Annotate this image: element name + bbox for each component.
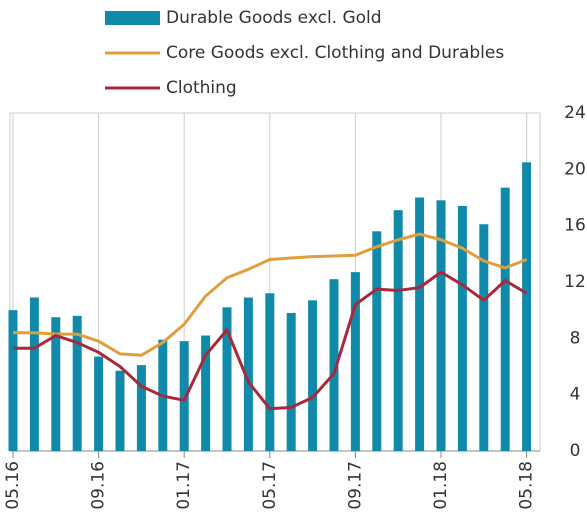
y-tick-label: 12 xyxy=(564,272,586,292)
y-tick-label: 0 xyxy=(570,441,581,461)
x-tick-label: 09.16 xyxy=(89,461,109,510)
bar xyxy=(222,307,232,451)
bar xyxy=(457,205,467,451)
bar xyxy=(29,297,39,451)
legend-swatch xyxy=(105,11,160,25)
bar xyxy=(372,231,382,451)
y-tick-label: 4 xyxy=(570,385,581,405)
bar xyxy=(415,197,425,451)
bar xyxy=(179,341,189,451)
bar xyxy=(329,279,339,451)
bar xyxy=(72,315,82,451)
x-tick-label: 01.18 xyxy=(431,461,451,510)
x-tick-label: 01.17 xyxy=(174,461,194,510)
legend-label: Durable Goods excl. Gold xyxy=(166,8,382,28)
bar xyxy=(51,317,61,451)
x-tick-label: 05.17 xyxy=(260,461,280,510)
bar xyxy=(201,335,211,451)
bar xyxy=(500,187,510,451)
bar xyxy=(393,210,403,451)
legend-label: Clothing xyxy=(166,78,237,98)
bar xyxy=(243,297,253,451)
y-tick-label: 16 xyxy=(564,216,586,236)
y-tick-label: 24 xyxy=(564,103,586,123)
legend-label: Core Goods excl. Clothing and Durables xyxy=(166,43,504,63)
y-tick-label: 20 xyxy=(564,159,586,179)
bar xyxy=(115,370,125,451)
bar xyxy=(522,162,532,451)
bar xyxy=(94,356,104,451)
bar xyxy=(436,200,446,451)
line xyxy=(13,232,528,357)
line xyxy=(13,270,528,411)
x-tick-label: 09.17 xyxy=(345,461,365,510)
bar xyxy=(265,293,275,451)
x-tick-label: 05.16 xyxy=(3,461,23,510)
bar xyxy=(479,224,489,451)
bar xyxy=(8,310,18,451)
bar xyxy=(136,365,146,451)
bar xyxy=(308,300,318,451)
y-tick-label: 8 xyxy=(570,328,581,348)
bar xyxy=(350,272,360,451)
bar xyxy=(286,312,296,451)
x-tick-label: 05.18 xyxy=(517,461,537,510)
